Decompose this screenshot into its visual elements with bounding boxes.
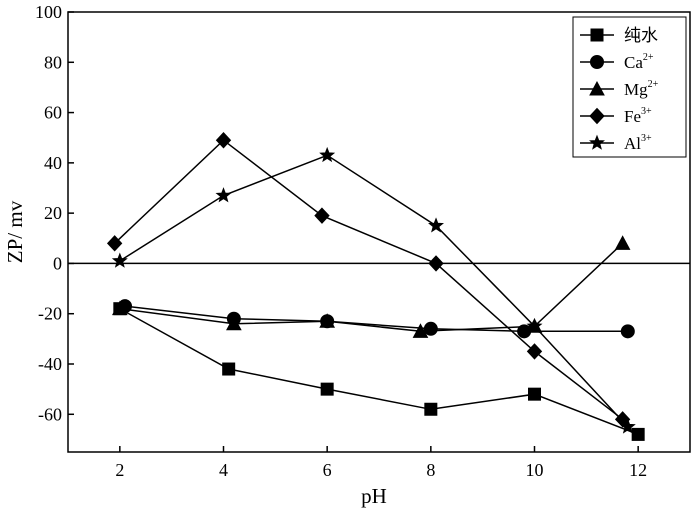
data-point-star — [319, 146, 336, 163]
plot-frame — [67, 11, 691, 453]
data-point-star — [526, 317, 543, 334]
series-diamond — [106, 131, 631, 428]
data-point-circle — [620, 324, 635, 339]
legend-label-base: Ca — [624, 53, 643, 72]
data-point-square — [424, 402, 438, 416]
y-tick-label: -60 — [38, 404, 62, 424]
legend-label-base: 纯水 — [624, 26, 658, 45]
data-point-star — [428, 217, 444, 233]
y-tick-label: -40 — [38, 354, 62, 374]
data-point-square — [320, 382, 334, 396]
x-tick-label: 6 — [323, 460, 332, 480]
data-point-star — [619, 418, 636, 434]
data-point-triangle — [614, 235, 631, 250]
axes: 100 80 60 40 20 0 -20 -40 -60 2 4 6 8 10 12 — [35, 2, 647, 480]
data-point-triangle — [111, 300, 128, 316]
legend-label: Ca2+ — [624, 52, 654, 72]
data-point-triangle — [412, 323, 429, 338]
legend-marker-star — [589, 134, 605, 150]
legend-label-base: Fe — [624, 107, 641, 126]
data-point-star — [111, 252, 128, 268]
data-point-triangle — [319, 313, 336, 328]
legend-label-superscript: 2+ — [648, 79, 659, 90]
legend-label: 纯水 — [624, 26, 658, 45]
legend-marker-triangle — [589, 80, 605, 96]
data-point-circle — [423, 321, 438, 336]
series-layer — [106, 131, 645, 441]
legend-label-superscript: 3+ — [641, 133, 652, 144]
data-point-square — [528, 387, 541, 401]
data-point-star — [215, 187, 232, 203]
y-tick-label: 40 — [44, 153, 62, 173]
legend-marker-diamond — [589, 107, 605, 125]
legend-label-superscript: 2+ — [643, 52, 654, 63]
legend-label-superscript: 3+ — [641, 106, 652, 117]
data-point-square — [631, 427, 645, 441]
y-tick-label: 0 — [53, 253, 62, 273]
legend-label-base: Mg — [624, 80, 648, 99]
series-line — [119, 242, 624, 333]
series-circle — [118, 299, 635, 339]
series-line — [119, 154, 629, 428]
x-tick-label: 12 — [629, 460, 647, 480]
series-square — [113, 302, 645, 441]
legend-label: Mg2+ — [624, 79, 659, 99]
y-tick-label: 80 — [44, 52, 62, 72]
legend-label-base: Al — [624, 134, 641, 153]
y-tick-label: -20 — [38, 304, 62, 324]
y-axis-title: ZP/ mv — [3, 200, 27, 263]
x-tick-label: 10 — [526, 460, 544, 480]
y-tick-label: 20 — [44, 203, 62, 223]
x-tick-label: 4 — [219, 460, 228, 480]
legend-label: Fe3+ — [624, 106, 652, 126]
legend-marker-square — [590, 28, 604, 42]
data-point-diamond — [526, 343, 543, 360]
data-point-diamond — [215, 131, 232, 149]
y-tick-label: 60 — [44, 103, 62, 123]
x-tick-label: 8 — [426, 460, 435, 480]
legend-label: Al3+ — [624, 133, 652, 153]
x-tick-label: 2 — [115, 460, 124, 480]
data-point-diamond — [314, 207, 330, 224]
data-point-triangle — [226, 315, 242, 331]
series-star — [111, 146, 636, 434]
legend-marker-circle — [590, 55, 604, 69]
data-point-diamond — [106, 235, 123, 252]
data-point-diamond — [428, 255, 444, 272]
series-triangle — [111, 235, 631, 338]
y-tick-label: 100 — [35, 2, 62, 22]
series-line — [114, 139, 624, 420]
series-line — [119, 308, 639, 436]
data-point-square — [222, 362, 236, 376]
x-axis-title: pH — [361, 484, 387, 508]
